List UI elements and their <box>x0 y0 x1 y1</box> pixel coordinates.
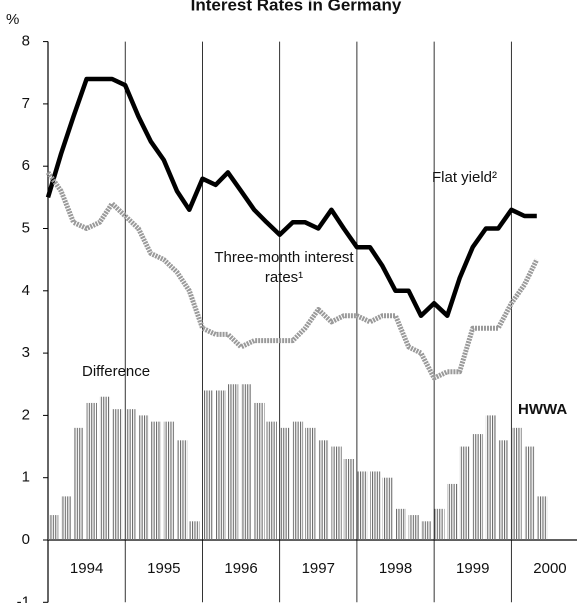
y-tick-label: 1 <box>22 469 30 486</box>
difference-bar <box>511 427 522 540</box>
difference-bar <box>498 440 509 540</box>
difference-label: Difference <box>82 363 151 380</box>
series-line <box>45 76 537 318</box>
y-tick-label: 8 <box>22 33 30 50</box>
difference-bar <box>112 409 123 540</box>
difference-bar <box>241 384 252 540</box>
series-line <box>45 170 540 381</box>
y-tick-label: 3 <box>22 344 30 361</box>
difference-bar <box>292 421 304 540</box>
difference-bar <box>176 440 188 540</box>
difference-bar <box>202 390 213 540</box>
difference-bar <box>434 508 445 540</box>
y-tick-label: 0 <box>22 531 30 548</box>
difference-bar <box>138 415 149 540</box>
difference-bar <box>125 409 136 540</box>
difference-bar <box>227 384 239 540</box>
difference-bar <box>99 396 111 540</box>
difference-bar <box>266 421 277 540</box>
source-label: HWWA <box>518 401 568 418</box>
difference-bar <box>305 427 316 540</box>
difference-bar <box>163 421 175 540</box>
y-tick-label: 4 <box>22 282 30 299</box>
difference-bar <box>331 446 342 540</box>
difference-bar <box>536 496 548 540</box>
y-unit: % <box>6 11 19 28</box>
difference-bar <box>382 477 393 540</box>
three-month-label: Three-month interest rates¹ <box>214 249 354 286</box>
y-tick-label: 2 <box>22 406 30 423</box>
difference-bar <box>472 434 484 540</box>
chart-title: Interest Rates in Germany <box>191 0 402 14</box>
difference-bar <box>370 471 381 540</box>
difference-bar <box>86 402 97 540</box>
y-tick-label: 5 <box>22 219 30 236</box>
x-tick-label: 1998 <box>379 560 412 577</box>
x-tick-label: 1997 <box>302 560 335 577</box>
difference-bar <box>485 415 497 540</box>
difference-bar <box>215 390 226 540</box>
difference-bar <box>356 471 368 540</box>
difference-bar <box>447 483 458 540</box>
difference-bar <box>421 521 432 540</box>
y-tick-label: 6 <box>22 157 30 174</box>
difference-bar <box>343 459 355 540</box>
y-tick-label: 7 <box>22 95 30 112</box>
x-tick-label: 1999 <box>456 560 489 577</box>
difference-bar <box>279 427 290 540</box>
difference-bar <box>254 402 265 540</box>
x-tick-label: 2000 <box>533 560 566 577</box>
difference-bar <box>408 515 419 540</box>
difference-bar <box>189 521 200 540</box>
difference-bar <box>48 515 59 540</box>
difference-bar <box>459 446 470 540</box>
difference-bar <box>524 446 535 540</box>
difference-bar <box>73 427 84 540</box>
difference-bar <box>318 440 329 540</box>
y-tick-label: -1 <box>17 593 30 603</box>
x-tick-label: 1994 <box>70 560 103 577</box>
flat-yield-label: Flat yield² <box>432 169 498 186</box>
difference-bar <box>150 421 162 540</box>
difference-bar <box>61 496 72 540</box>
x-tick-label: 1996 <box>224 560 257 577</box>
difference-bar <box>395 508 406 540</box>
x-tick-label: 1995 <box>147 560 180 577</box>
